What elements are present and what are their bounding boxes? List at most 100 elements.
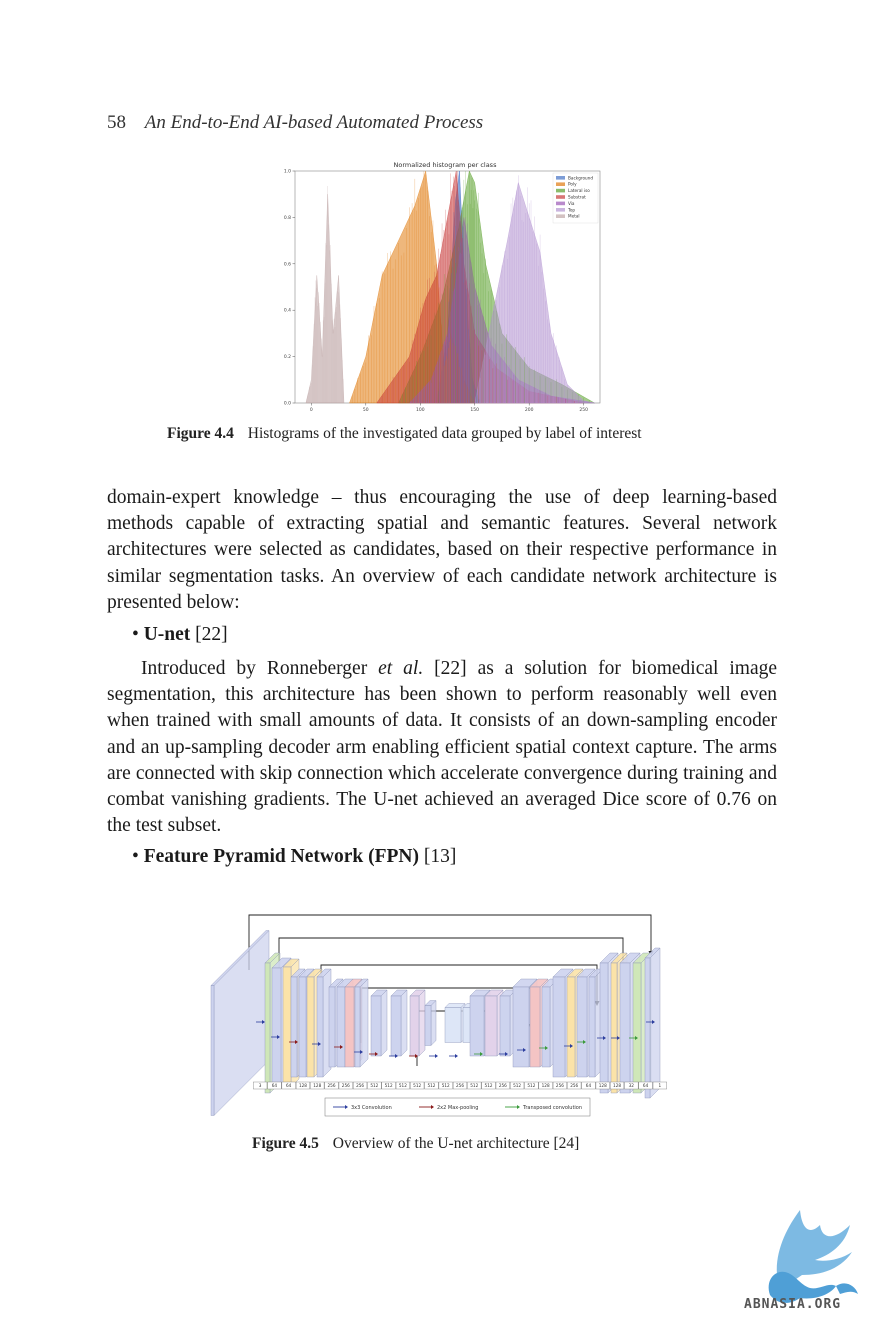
paragraph-2: Introduced by Ronneberger et al. [22] as… [107,656,777,839]
y-tick-label: 0.0 [284,401,291,407]
running-title: An End-to-End AI-based Automated Process [144,112,484,133]
legend-swatch [556,208,565,212]
channel-label-box [467,1081,482,1090]
channel-label: 256 [499,1083,507,1088]
channel-label-box [552,1081,567,1090]
channel-label: 128 [599,1083,607,1088]
layer-block [619,962,631,1094]
griffin-tail [836,1283,858,1294]
legend-swatch [556,201,565,206]
layer-block [210,985,215,1116]
layer-block [328,986,336,1068]
channel-label-box [253,1081,268,1090]
griffin-body [768,1271,836,1303]
pool-arrowhead [340,1045,343,1049]
transposed-arrowhead [583,1040,586,1044]
legend-swatch [556,176,565,180]
block-side [400,989,408,1057]
legend-entry: Poly [568,182,577,187]
bullet-fpn: • Feature Pyramid Network (FPN) [13] [132,846,456,868]
layer-block [409,995,420,1057]
transposed-arrowhead [635,1036,638,1040]
conv-arrowhead [455,1054,458,1058]
block-side [380,989,388,1057]
conv-arrowhead [603,1036,606,1040]
diagram-legend: 3x3 Convolution 2x2 Max-pooling Transposed… [324,1097,591,1117]
channel-label-box [353,1081,368,1090]
channel-label-box [609,1081,625,1090]
channel-label-box [452,1081,468,1090]
legend-label: Transposed convolution [522,1105,582,1111]
layer-block [469,995,485,1057]
legend-label: 2x2 Max-pooling [437,1105,478,1111]
layer-block [298,976,307,1078]
channel-label: 1 [659,1083,662,1088]
x-tick-label: 200 [525,407,534,413]
channel-label: 256 [342,1083,350,1088]
layer-block [599,962,609,1094]
y-tick-label: 0.4 [284,308,291,314]
block-side [649,947,661,1099]
figure-4-4-caption: Figure 4.4 Histograms of the investigate… [167,425,642,443]
channel-label: 512 [427,1083,435,1088]
channel-label: 512 [470,1083,478,1088]
series-metal [305,194,345,404]
conv-arrowhead [652,1020,655,1024]
channel-label-box [395,1081,410,1090]
block-side [359,978,369,1068]
legend-arrowhead [345,1105,348,1109]
conv-arrowhead [318,1042,321,1046]
channel-label-box [538,1081,553,1090]
paragraph-2-start: Introduced by Ronneberger [141,658,379,679]
layer-block [344,986,355,1068]
channel-label: 256 [456,1083,464,1088]
channel-label-box [281,1081,296,1090]
conv-arrowhead [523,1048,526,1052]
figure-4-5-caption: Figure 4.5 Overview of the U-net archite… [252,1135,579,1153]
channel-label: 128 [542,1083,550,1088]
channel-label: 256 [556,1083,564,1088]
legend-entry: Via [568,201,575,206]
channel-label: 64 [586,1083,592,1088]
channel-label: 512 [413,1083,421,1088]
unet-diagram: 3 64 64 128 128 256 256 256 512 512 512 512 512 512 25… [210,914,667,1117]
figure-4-4-label: Figure 4.4 [167,425,234,442]
figure-4-4-text: Histograms of the investigated data grou… [247,425,642,442]
channel-label: 256 [356,1083,364,1088]
layer-block [316,976,324,1078]
layer-block [644,957,651,1099]
channel-label: 32 [629,1083,635,1088]
channel-label-box [481,1081,496,1090]
y-tick-label: 0.6 [284,261,291,267]
conv-arrowhead [262,1020,265,1024]
channel-label-box [567,1081,582,1090]
layer-block [588,976,596,1078]
channel-label: 128 [313,1083,321,1088]
channel-labels: 3 64 64 128 128 256 256 256 512 512 512 512 512 512 25… [253,1081,667,1090]
conv-arrowhead [395,1054,398,1058]
channel-label-box [524,1081,539,1090]
channel-label: 512 [485,1083,493,1088]
bullet-marker: • [132,624,139,645]
layer-block [264,962,271,1094]
channel-label-box [338,1081,353,1090]
layer-block [552,976,566,1078]
bullet-unet: • U-net [22] [132,624,228,646]
layer-block [271,967,282,1089]
series-top [474,182,595,404]
channel-label: 64 [272,1083,278,1088]
page-number: 58 [107,112,126,133]
skip-connection-line [248,914,652,970]
figure-4-5-text: Overview of the U-net architecture [24] [332,1135,580,1152]
legend-label: 3x3 Convolution [351,1105,392,1111]
channel-label-box [367,1081,382,1090]
legend-swatch [556,214,565,218]
layer-block [390,995,402,1057]
channel-label: 512 [370,1083,378,1088]
layer-block [512,986,530,1068]
channel-label-box [381,1081,396,1090]
channel-label: 128 [299,1083,307,1088]
bullet-marker: • [132,846,139,867]
channel-label-box [624,1081,639,1090]
channel-label: 512 [399,1083,407,1088]
